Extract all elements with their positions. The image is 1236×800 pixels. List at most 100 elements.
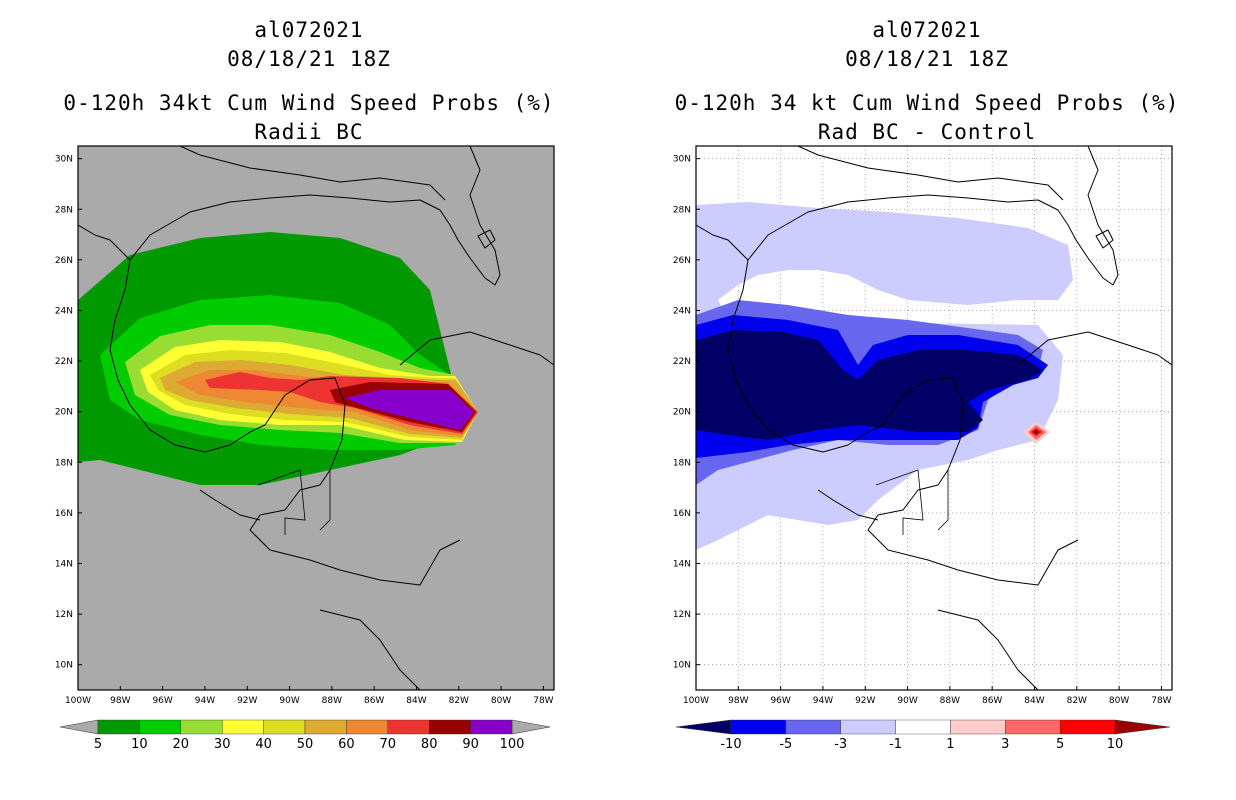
colorbar-label: 5 [94, 737, 102, 752]
colorbar-swatch [263, 719, 306, 735]
colorbar-label: 60 [338, 737, 355, 752]
colorbar-label: 40 [255, 737, 272, 752]
colorbar-swatch [139, 719, 181, 735]
lat-tick-label: 26N [55, 256, 73, 266]
lat-tick-label: 14N [673, 559, 691, 569]
lon-tick-label: 96W [152, 696, 172, 706]
lon-tick-label: 80W [491, 696, 511, 706]
lat-tick-label: 28N [673, 205, 691, 215]
lat-tick-label: 18N [55, 458, 73, 468]
colorbar-label: 5 [1056, 737, 1064, 752]
map-frame [695, 145, 1173, 691]
lon-tick-label: 96W [770, 696, 790, 706]
colorbar-label: -1 [889, 737, 902, 752]
lon-tick-label: 88W [940, 696, 960, 706]
lon-tick-label: 98W [110, 696, 130, 706]
left-map-panel: al072021 08/18/21 18Z 0-120h 34kt Cum Wi… [55, 18, 555, 752]
lon-tick-label: 92W [237, 696, 257, 706]
map-frame [77, 145, 555, 691]
colorbar-min-arrow [675, 719, 732, 735]
lon-tick-label: 86W [364, 696, 384, 706]
lat-tick-label: 20N [673, 408, 691, 418]
colorbar-swatch [785, 719, 841, 735]
difference-map: 30N 28N 26N 24N 22N 20N 18N 16N 14N 12N 10N 100W 98W… [673, 145, 1173, 706]
colorbar-max-arrow [1114, 719, 1171, 735]
lat-tick-label: 22N [55, 357, 73, 367]
contour-minus-10 [696, 330, 1043, 440]
datetime-title: 08/18/21 18Z [227, 47, 391, 71]
colorbar-label: 30 [214, 737, 231, 752]
right-map-panel: al072021 08/18/21 18Z 0-120h 34 kt Cum W… [618, 0, 1236, 800]
colorbar-swatch [950, 719, 1006, 735]
colorbar-swatch [840, 719, 896, 735]
probability-contours [78, 232, 478, 485]
colorbar-swatch [895, 719, 951, 735]
colorbar-label: 10 [1107, 737, 1124, 752]
lat-tick-label: 18N [673, 458, 691, 468]
lon-tick-label: 90W [897, 696, 917, 706]
lat-tick-label: 20N [55, 408, 73, 418]
product-title: 0-120h 34kt Cum Wind Speed Probs (%) [63, 91, 555, 115]
subtitle: Rad BC - Control [817, 120, 1037, 144]
coastlines [78, 146, 554, 690]
datetime-title: 08/18/21 18Z [845, 47, 1009, 71]
probability-map: 30N 28N 26N 24N 22N 20N 18N 16N 14N 12N 10N 100W 98W… [55, 145, 555, 706]
colorbar-swatch [180, 719, 223, 735]
storm-id-title: al072021 [872, 18, 982, 42]
colorbar-label: 80 [421, 737, 438, 752]
lon-tick-label: 90W [279, 696, 299, 706]
colorbar-label: 3 [1001, 737, 1009, 752]
lon-tick-label: 88W [322, 696, 342, 706]
colorbar-swatch [304, 719, 347, 735]
contour-90 [345, 390, 474, 430]
lon-tick-label: 92W [855, 696, 875, 706]
colorbar-max-arrow [511, 719, 551, 735]
lat-tick-label: 16N [55, 509, 73, 519]
colorbar-swatch [221, 719, 264, 735]
product-title: 0-120h 34 kt Cum Wind Speed Probs (%) [674, 91, 1180, 115]
lat-tick-label: 24N [673, 306, 691, 316]
lon-tick-label: 100W [683, 696, 709, 706]
lon-tick-label: 100W [65, 696, 91, 706]
lon-tick-label: 78W [1151, 696, 1171, 706]
colorbar-label: 1 [946, 737, 954, 752]
lon-tick-label: 98W [728, 696, 748, 706]
colorbar-swatch [346, 719, 388, 735]
lat-tick-label: 10N [673, 661, 691, 671]
lat-tick-label: 26N [673, 256, 691, 266]
lon-tick-label: 86W [982, 696, 1002, 706]
lon-tick-label: 84W [406, 696, 426, 706]
colorbar-swatch [1059, 719, 1116, 735]
lat-tick-label: 10N [55, 661, 73, 671]
storm-id-title: al072021 [254, 18, 364, 42]
lon-tick-label: 80W [1109, 696, 1129, 706]
lat-tick-label: 14N [55, 559, 73, 569]
colorbar-label: 100 [500, 737, 525, 752]
lon-tick-label: 82W [449, 696, 469, 706]
lat-tick-label: 16N [673, 509, 691, 519]
lon-tick-label: 94W [813, 696, 833, 706]
axis-ticks: 30N 28N 26N 24N 22N 20N 18N 16N 14N 12N 10N 100W 98W… [673, 155, 1172, 706]
lat-tick-label: 12N [673, 610, 691, 620]
lat-tick-label: 28N [55, 205, 73, 215]
colorbar-swatch [1005, 719, 1061, 735]
colorbar-swatch [730, 719, 787, 735]
lon-tick-label: 94W [195, 696, 215, 706]
lat-tick-label: 22N [673, 357, 691, 367]
lat-tick-label: 30N [55, 155, 73, 165]
colorbar-label: 50 [297, 737, 314, 752]
coastlines [696, 146, 1172, 690]
lon-tick-label: 78W [533, 696, 553, 706]
lat-tick-label: 12N [55, 610, 73, 620]
colorbar-swatch [429, 719, 471, 735]
colorbar-swatch [470, 719, 513, 735]
colorbar-label: 70 [380, 737, 397, 752]
colorbar-min-arrow [59, 719, 99, 735]
subtitle: Radii BC [254, 120, 364, 144]
lon-tick-label: 84W [1024, 696, 1044, 706]
colorbar-label: -5 [779, 737, 792, 752]
colorbar-label: 90 [462, 737, 479, 752]
axis-ticks: 30N 28N 26N 24N 22N 20N 18N 16N 14N 12N 10N 100W 98W… [55, 155, 554, 706]
colorbar-swatch [97, 719, 140, 735]
colorbar-label: 20 [173, 737, 190, 752]
